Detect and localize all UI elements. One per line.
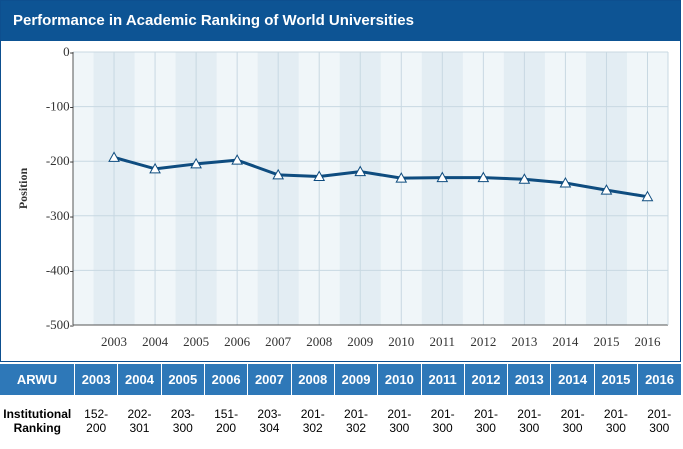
x-tick-label: 2009 [347,334,373,349]
ranking-cell: 203- 300 [170,407,195,435]
x-tick-label: 2015 [593,334,619,349]
ranking-cell: 203- 304 [257,407,282,435]
ranking-cell: 152- 200 [84,407,109,435]
table-header-year: 2015 [594,364,639,395]
x-tick-label: 2008 [306,334,332,349]
ranking-cell: 151- 200 [214,407,239,435]
ranking-line-chart: 0- -100- -200- -300- -400- -500- Position 2003 2… [16,44,669,349]
x-tick-label: 2014 [552,334,579,349]
x-tick-label: 2004 [142,334,169,349]
series-line [113,155,648,199]
ranking-cell: 201- 300 [430,407,455,435]
table-header-year: 2005 [161,364,205,395]
table-header-year: 2012 [464,364,509,395]
ranking-table: ARWU 2003 2004 2005 2006 2007 2008 2009 2010 2011… [0,364,681,447]
table-header-year: 2003 [74,364,119,395]
data-point [231,154,243,165]
data-point [108,151,120,162]
institutional-ranking-label: Institutional Ranking [3,407,72,435]
table-header-year: 2014 [550,364,595,395]
x-tick-label: 2007 [265,334,292,349]
ranking-cell: 201- 300 [647,407,672,435]
chart-panel: Performance in Academic Ranking of World… [0,0,681,362]
x-tick-label: 2003 [101,334,127,349]
table-row: Institutional Ranking 152- 200 202- 301 203- 30… [0,395,681,447]
ranking-cell: 201- 300 [603,407,628,435]
y-tick-label: 0- [63,44,74,59]
table-header-year: 2013 [507,364,552,395]
chart-title: Performance in Academic Ranking of World… [1,1,680,41]
ranking-cell: 201- 302 [344,407,369,435]
table-header-year: 2008 [291,364,335,395]
data-point [395,172,408,183]
ranking-cell: 201- 302 [300,407,325,435]
ranking-cell: 201- 300 [387,407,412,435]
x-tick-label: 2011 [430,334,456,349]
x-tick-label: 2013 [511,334,537,349]
x-tick-label: 2010 [388,334,414,349]
data-point [641,190,654,202]
table-header-year: 2011 [421,364,465,395]
data-point [559,177,572,188]
data-point [149,162,161,174]
data-point [354,165,367,177]
ranking-cell: 201- 300 [560,407,585,435]
y-axis-label: Position [16,168,30,210]
data-point [518,173,531,184]
y-tick-label: -200- [46,153,74,168]
y-tick-label: -400- [46,262,74,277]
data-point [190,157,202,169]
table-header-year: 2010 [377,364,422,395]
ranking-cell: 202- 301 [127,407,152,435]
x-tick-label: 2016 [634,334,661,349]
data-point [477,171,490,183]
y-tick-label: -100- [46,99,74,114]
data-point [600,184,613,195]
table-header-year: 2004 [117,364,162,395]
table-header-year: 2009 [334,364,379,395]
y-tick-label: -300- [46,208,74,223]
data-point [313,170,326,181]
x-tick-label: 2012 [470,334,496,349]
table-header-year: 2007 [247,364,292,395]
ranking-cell: 201- 300 [473,407,498,435]
table-header-year: 2006 [204,364,249,395]
data-point [272,168,285,180]
x-tick-label: 2006 [224,334,251,349]
table-header-row: ARWU 2003 2004 2005 2006 2007 2008 2009 2010 2011… [0,364,681,395]
data-point [436,171,449,183]
x-tick-label: 2005 [183,334,209,349]
ranking-cell: 201- 300 [517,407,542,435]
y-tick-label: -500- [46,317,74,332]
table-header-year: 2016 [637,364,681,395]
table-header-arwu: ARWU [0,364,75,395]
